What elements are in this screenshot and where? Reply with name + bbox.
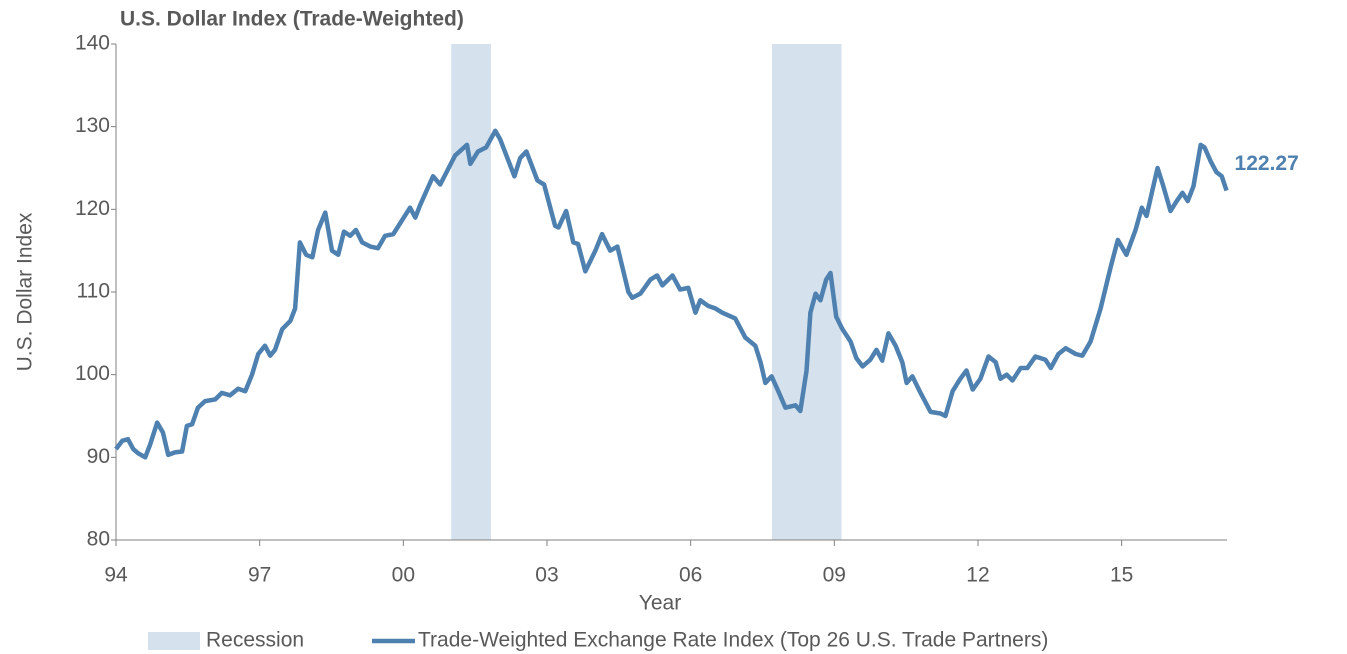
- x-axis-title: Year: [639, 592, 681, 615]
- x-tick-label: 06: [679, 564, 702, 587]
- x-tick-label: 94: [104, 564, 128, 587]
- x-tick-label: 97: [248, 564, 271, 587]
- legend-swatch: [148, 632, 200, 650]
- x-tick-label: 00: [392, 564, 415, 587]
- x-tick-label: 09: [823, 564, 846, 587]
- legend-label: Trade-Weighted Exchange Rate Index (Top …: [418, 629, 1048, 652]
- y-tick-label: 120: [75, 197, 110, 220]
- y-tick-label: 100: [75, 362, 110, 385]
- data-line: [114, 128, 1229, 460]
- y-tick-label: 140: [75, 32, 110, 55]
- y-tick-label: 80: [87, 528, 110, 551]
- y-tick-label: 130: [75, 114, 110, 137]
- x-tick-label: 12: [966, 564, 989, 587]
- recession-band: [772, 44, 842, 540]
- y-tick-label: 90: [87, 445, 110, 468]
- legend-label: Recession: [206, 629, 304, 652]
- recession-band: [451, 44, 491, 540]
- end-value-label: 122.27: [1235, 152, 1299, 175]
- y-axis-title: U.S. Dollar Index: [14, 212, 37, 371]
- x-tick-label: 03: [535, 564, 558, 587]
- x-tick-label: 15: [1110, 564, 1133, 587]
- y-tick-label: 110: [77, 280, 110, 303]
- chart-title: U.S. Dollar Index (Trade-Weighted): [120, 8, 464, 31]
